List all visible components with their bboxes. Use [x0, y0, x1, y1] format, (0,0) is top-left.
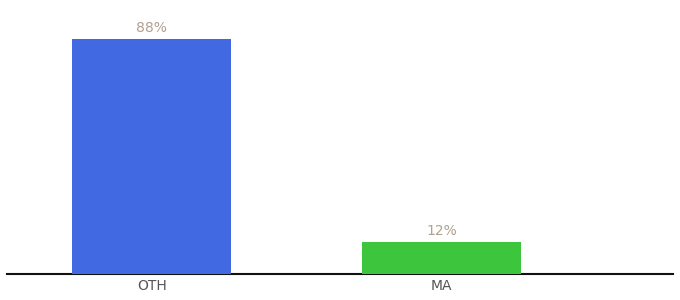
Text: 12%: 12% — [426, 224, 457, 238]
Bar — [72, 39, 231, 274]
Text: 88%: 88% — [136, 21, 167, 35]
Bar — [362, 242, 521, 274]
